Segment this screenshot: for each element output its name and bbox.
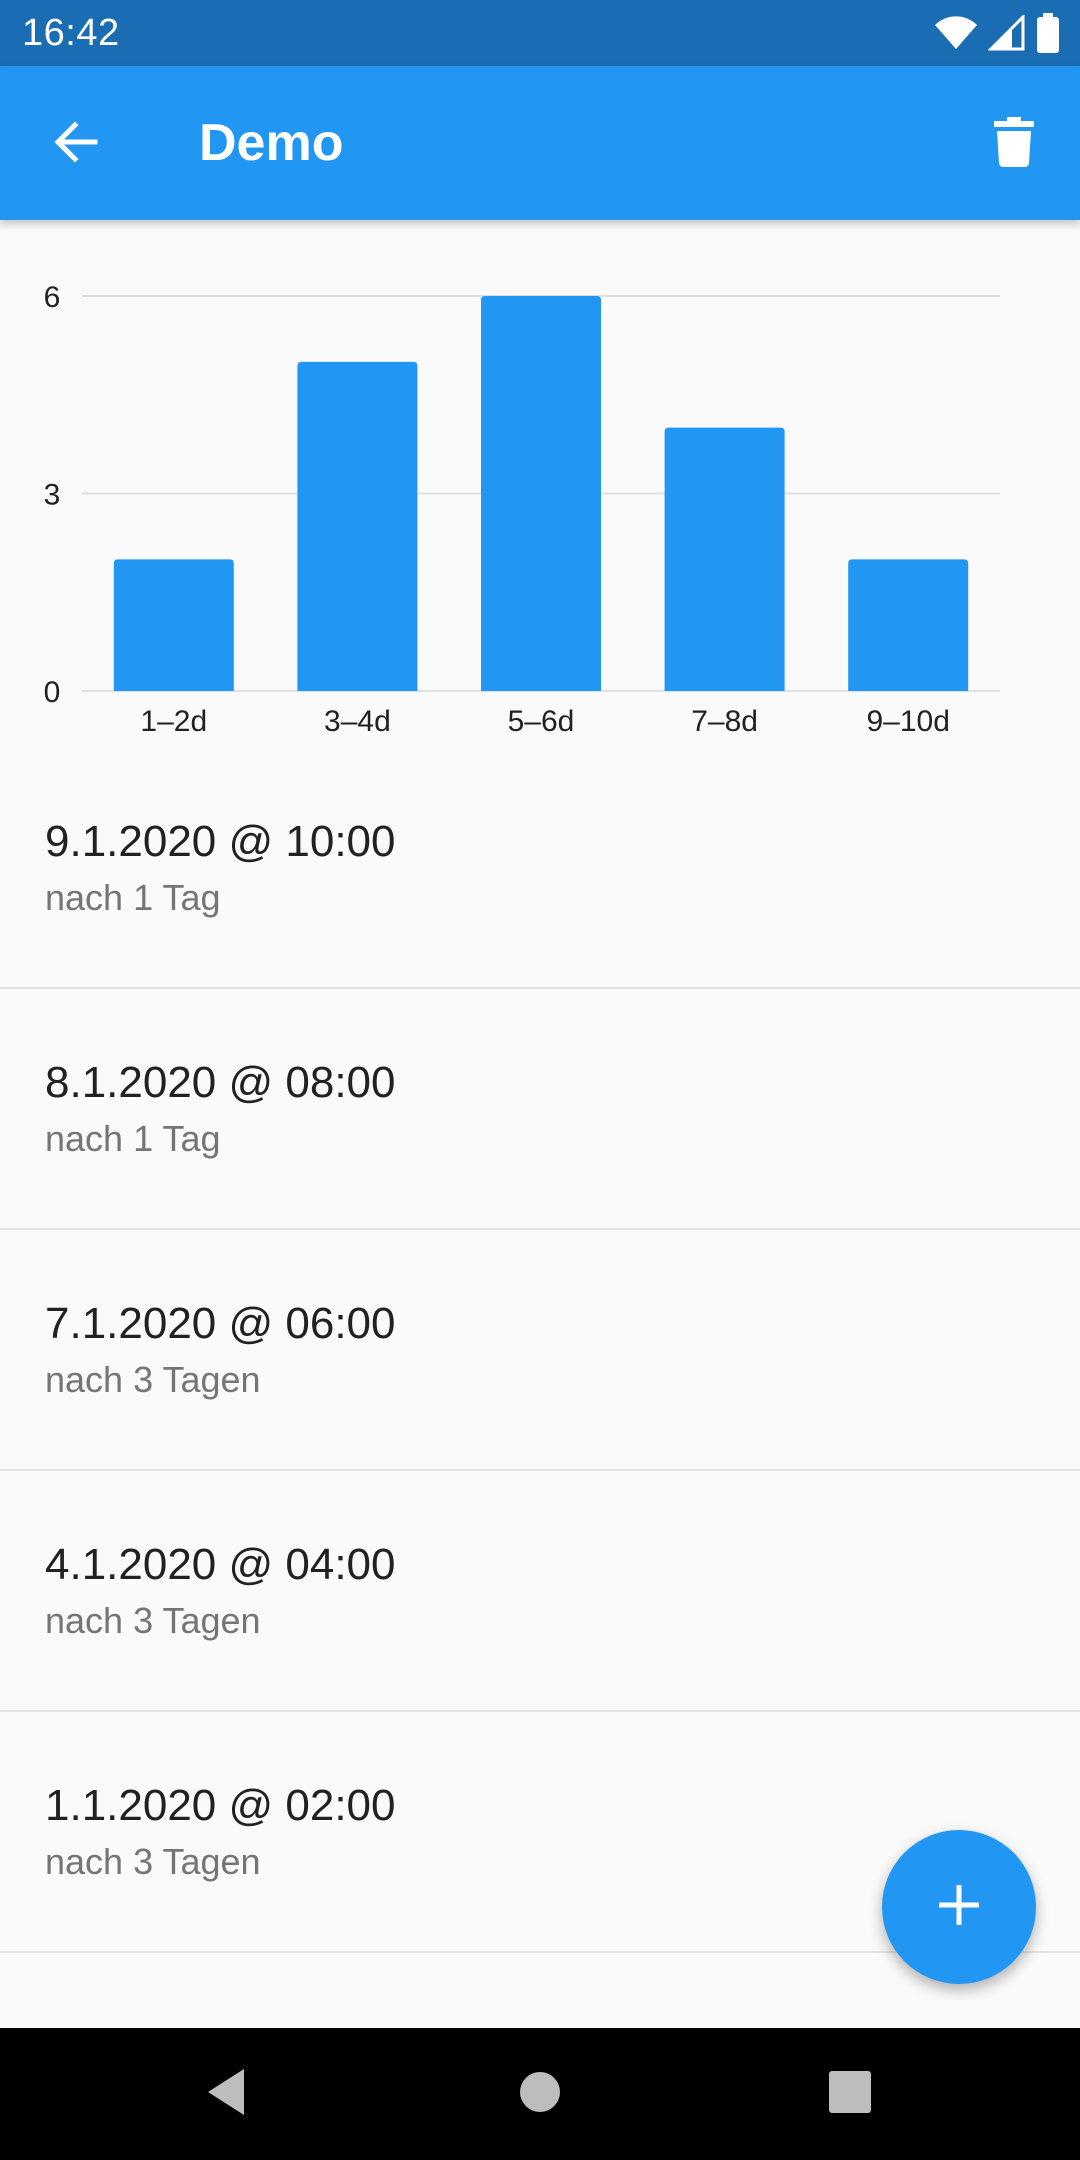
status-time: 16:42 xyxy=(22,12,120,54)
entry-list: 9.1.2020 @ 10:00 nach 1 Tag 8.1.2020 @ 0… xyxy=(0,748,1080,1953)
nav-recents-button[interactable] xyxy=(810,2054,890,2134)
x-tick-label: 3–4d xyxy=(324,705,391,738)
entry-date: 7.1.2020 @ 06:00 xyxy=(45,1299,396,1348)
entry-date: 8.1.2020 @ 08:00 xyxy=(45,1058,396,1107)
page-title: Demo xyxy=(199,114,344,172)
x-tick-label: 1–2d xyxy=(140,705,207,738)
histogram-chart: 0 3 6 1–2d 3–4d 5–6d 7–8d 9–10d xyxy=(0,220,1080,760)
list-item[interactable]: 8.1.2020 @ 08:00 nach 1 Tag xyxy=(0,989,1080,1230)
wifi-icon xyxy=(934,15,978,51)
x-tick-label: 5–6d xyxy=(508,705,575,738)
entry-date: 4.1.2020 @ 04:00 xyxy=(45,1540,396,1589)
cell-signal-icon xyxy=(988,15,1026,51)
bar-0 xyxy=(113,559,234,691)
bar-2 xyxy=(481,296,601,691)
chart-svg: 0 3 6 1–2d 3–4d 5–6d 7–8d 9–10d xyxy=(44,281,1000,738)
list-item[interactable]: 4.1.2020 @ 04:00 nach 3 Tagen xyxy=(0,1471,1080,1712)
list-item[interactable]: 9.1.2020 @ 10:00 nach 1 Tag xyxy=(0,748,1080,989)
trash-icon xyxy=(994,116,1034,172)
nav-home-icon xyxy=(518,2070,562,2119)
list-item[interactable]: 1.1.2020 @ 02:00 nach 3 Tagen xyxy=(0,1712,1080,1953)
x-tick-label: 9–10d xyxy=(866,705,949,738)
nav-back-icon xyxy=(204,2067,248,2122)
y-tick-label: 0 xyxy=(44,676,61,709)
entry-interval: nach 1 Tag xyxy=(45,1118,221,1159)
x-tick-label: 7–8d xyxy=(691,705,758,738)
y-tick-label: 3 xyxy=(44,479,61,512)
arrow-back-icon xyxy=(51,117,101,172)
entry-interval: nach 3 Tagen xyxy=(45,1600,261,1641)
delete-button[interactable] xyxy=(976,106,1052,182)
nav-back-button[interactable] xyxy=(186,2054,266,2134)
nav-recents-icon xyxy=(828,2070,872,2119)
status-icons xyxy=(934,12,1060,54)
system-nav-bar xyxy=(0,2028,1080,2160)
battery-icon xyxy=(1036,13,1060,53)
app-bar: Demo xyxy=(0,66,1080,220)
entry-interval: nach 3 Tagen xyxy=(45,1359,261,1400)
bar-3 xyxy=(664,427,785,691)
entry-date: 9.1.2020 @ 10:00 xyxy=(45,817,396,866)
bar-1 xyxy=(297,361,418,691)
bar-4 xyxy=(848,559,969,691)
status-bar: 16:42 xyxy=(0,0,1080,66)
back-button[interactable] xyxy=(38,106,114,182)
entry-interval: nach 1 Tag xyxy=(45,877,221,918)
entry-interval: nach 3 Tagen xyxy=(45,1841,261,1882)
add-entry-button[interactable] xyxy=(882,1830,1036,1984)
plus-icon xyxy=(937,1883,981,1932)
y-tick-label: 6 xyxy=(44,281,61,314)
entry-date: 1.1.2020 @ 02:00 xyxy=(45,1781,396,1830)
list-item[interactable]: 7.1.2020 @ 06:00 nach 3 Tagen xyxy=(0,1230,1080,1471)
nav-home-button[interactable] xyxy=(500,2054,580,2134)
